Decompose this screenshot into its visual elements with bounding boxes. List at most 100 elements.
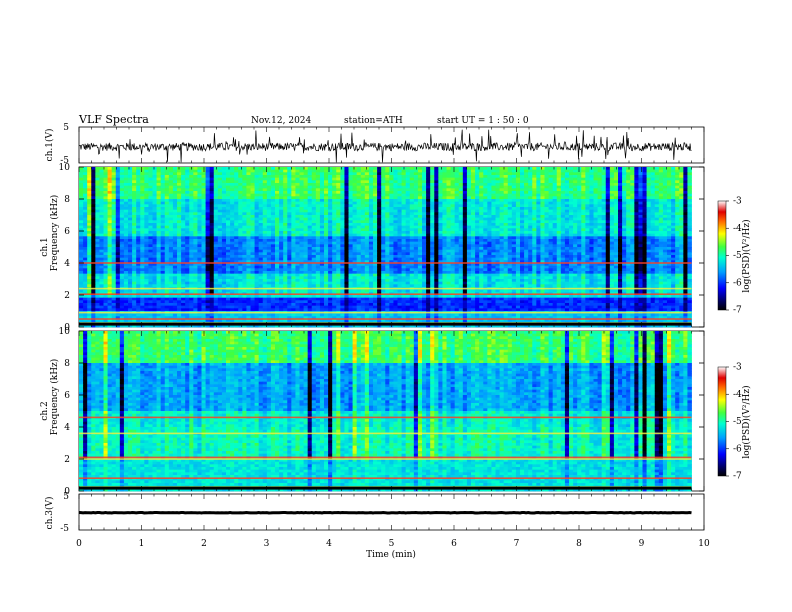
spectrogram-cell: [658, 201, 664, 205]
spectrogram-cell: [409, 188, 415, 192]
spectrogram-cell: [417, 175, 423, 179]
spectrogram-cell: [209, 201, 215, 205]
spectrogram-cell: [662, 201, 668, 205]
spectrogram-cell: [646, 169, 652, 173]
spectrogram-cell: [201, 209, 206, 213]
spectrogram-cell: [450, 239, 456, 243]
spectrogram-cell: [409, 207, 415, 211]
spectrogram-cell: [483, 212, 488, 216]
spectrogram-cell: [205, 207, 211, 211]
spectrogram-cell: [515, 207, 521, 211]
spectrogram-cell: [332, 231, 337, 235]
spectrogram-cell: [487, 244, 492, 248]
spectrogram-cell: [307, 185, 313, 189]
spectrogram-cell: [189, 207, 194, 211]
spectrogram-cell: [577, 231, 582, 235]
spectrogram-cell: [650, 183, 656, 187]
spectrogram-cell: [442, 167, 447, 171]
spectrogram-cell: [556, 175, 562, 179]
spectrogram-cell: [368, 193, 374, 197]
spectrogram-cell: [581, 191, 586, 195]
spectrogram-cell: [618, 252, 623, 256]
spectrogram-cell: [87, 239, 92, 243]
spectrogram-cell: [552, 199, 558, 203]
spectrogram-cell: [654, 180, 660, 184]
spectrogram-cell: [356, 249, 362, 253]
spectrogram-cell: [87, 204, 92, 208]
spectrogram-cell: [91, 225, 96, 229]
spectrogram-cell: [152, 201, 157, 205]
spectrogram-cell: [172, 177, 178, 181]
spectrogram-cell: [573, 228, 578, 232]
spectrogram-cell: [140, 217, 145, 221]
spectrogram-cell: [250, 223, 255, 227]
spectrogram-cell: [548, 177, 554, 181]
spectrogram-cell: [352, 188, 358, 192]
spectrogram-cell: [217, 209, 223, 213]
spectrogram-cell: [144, 191, 149, 195]
spectrogram-cell: [132, 183, 137, 187]
spectrogram-cell: [564, 212, 570, 216]
spectrogram-cell: [213, 188, 219, 192]
spectrogram-cell: [234, 223, 239, 227]
spectrogram-cell: [683, 231, 688, 235]
spectrogram-cell: [250, 169, 255, 173]
spectrogram-cell: [234, 207, 239, 211]
spectrogram-cell: [597, 223, 603, 227]
spectrogram-cell: [401, 249, 407, 253]
spectrogram-cell: [646, 193, 652, 197]
spectrogram-cell: [352, 223, 358, 227]
spectrogram-cell: [209, 207, 215, 211]
spectrogram-cell: [209, 204, 215, 208]
spectrogram-cell: [279, 209, 284, 213]
spectrogram-cell: [344, 172, 349, 176]
spectrogram-cell: [446, 199, 451, 203]
spectrogram-cell: [217, 231, 223, 235]
spectrogram-cell: [487, 215, 492, 219]
spectrogram-cell: [197, 231, 202, 235]
spectrogram-cell: [393, 225, 398, 229]
spectrogram-cell: [364, 249, 370, 253]
spectrogram-cell: [128, 169, 133, 173]
spectrogram-cell: [160, 225, 166, 229]
spectrogram-cell: [148, 180, 153, 184]
spectrogram-cell: [242, 175, 247, 179]
spectrogram-cell: [524, 191, 529, 195]
spectrogram-cell: [303, 172, 309, 176]
spectrogram-cell: [675, 244, 680, 248]
spectrogram-cell: [226, 241, 231, 245]
spectrogram-cell: [409, 252, 415, 256]
spectrogram-cell: [377, 225, 382, 229]
spectrogram-cell: [466, 247, 472, 251]
spectrogram-cell: [471, 177, 476, 181]
spectrogram-cell: [577, 172, 582, 176]
spectrogram-cell: [340, 180, 345, 184]
spectrogram-cell: [123, 169, 129, 173]
spectrogram-cell: [79, 249, 84, 253]
spectrogram-cell: [144, 225, 149, 229]
spectrogram-cell: [454, 172, 460, 176]
spectrogram-cell: [499, 220, 505, 224]
spectrogram-cell: [667, 177, 672, 181]
spectrogram-cell: [573, 215, 578, 219]
spectrogram-cell: [654, 207, 660, 211]
spectrogram-cell: [401, 169, 407, 173]
spectrogram-cell: [205, 239, 211, 243]
spectrogram-cell: [532, 207, 537, 211]
spectrogram-cell: [132, 241, 137, 245]
spectrogram-cell: [344, 167, 349, 171]
spectrogram-cell: [201, 188, 206, 192]
spectrogram-cell: [352, 247, 358, 251]
spectrogram-cell: [373, 167, 378, 171]
spectrogram-cell: [426, 252, 431, 256]
spectrogram-cell: [226, 233, 231, 237]
spectrogram-cell: [303, 217, 309, 221]
spectrogram-cell: [679, 207, 684, 211]
spectrogram-cell: [307, 169, 313, 173]
spectrogram-cell: [107, 233, 113, 237]
spectrogram-cell: [417, 244, 423, 248]
spectrogram-cell: [132, 228, 137, 232]
spectrogram-cell: [168, 220, 174, 224]
ch1-ytick-top: 5: [63, 123, 69, 133]
spectrogram-cell: [528, 177, 533, 181]
